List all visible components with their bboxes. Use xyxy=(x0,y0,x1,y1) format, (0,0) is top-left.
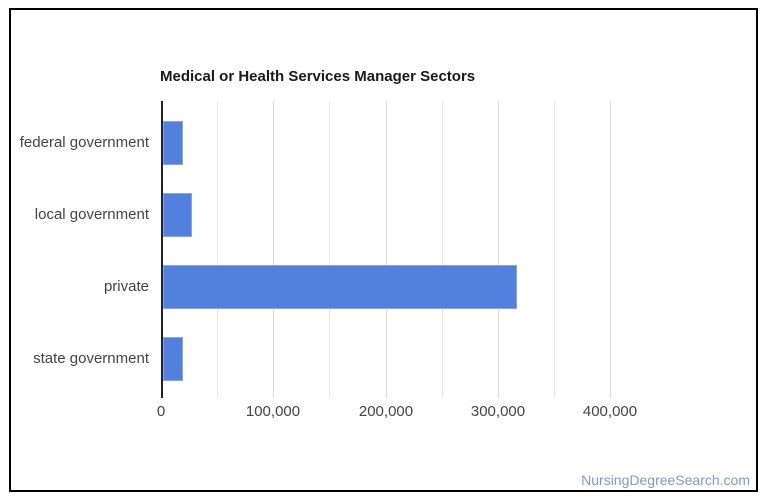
gridline xyxy=(385,101,387,398)
chart-card: Medical or Health Services Manager Secto… xyxy=(9,8,758,492)
bar-local-government[interactable] xyxy=(163,193,192,237)
watermark-link[interactable]: NursingDegreeSearch.com xyxy=(581,472,750,488)
bar-federal-government[interactable] xyxy=(163,121,183,165)
y-axis-line xyxy=(161,101,163,398)
x-tick-label: 400,000 xyxy=(582,403,638,420)
x-tick-label: 100,000 xyxy=(245,403,301,420)
x-tick-label: 0 xyxy=(156,403,166,420)
x-tick-label: 200,000 xyxy=(358,403,414,420)
gridline xyxy=(328,101,330,398)
gridline xyxy=(441,101,443,398)
chart-title: Medical or Health Services Manager Secto… xyxy=(160,68,476,85)
gridline xyxy=(272,101,274,398)
bar-state-government[interactable] xyxy=(163,337,183,381)
gridline xyxy=(553,101,555,398)
gridline xyxy=(216,101,218,398)
category-label: private xyxy=(103,278,149,295)
x-tick-label: 300,000 xyxy=(470,403,526,420)
category-label: federal government xyxy=(19,134,149,151)
plot-area xyxy=(161,101,611,398)
gridline xyxy=(609,101,611,398)
gridline xyxy=(497,101,499,398)
category-label: state government xyxy=(33,350,149,367)
bar-private[interactable] xyxy=(163,265,517,309)
category-label: local government xyxy=(34,206,149,223)
